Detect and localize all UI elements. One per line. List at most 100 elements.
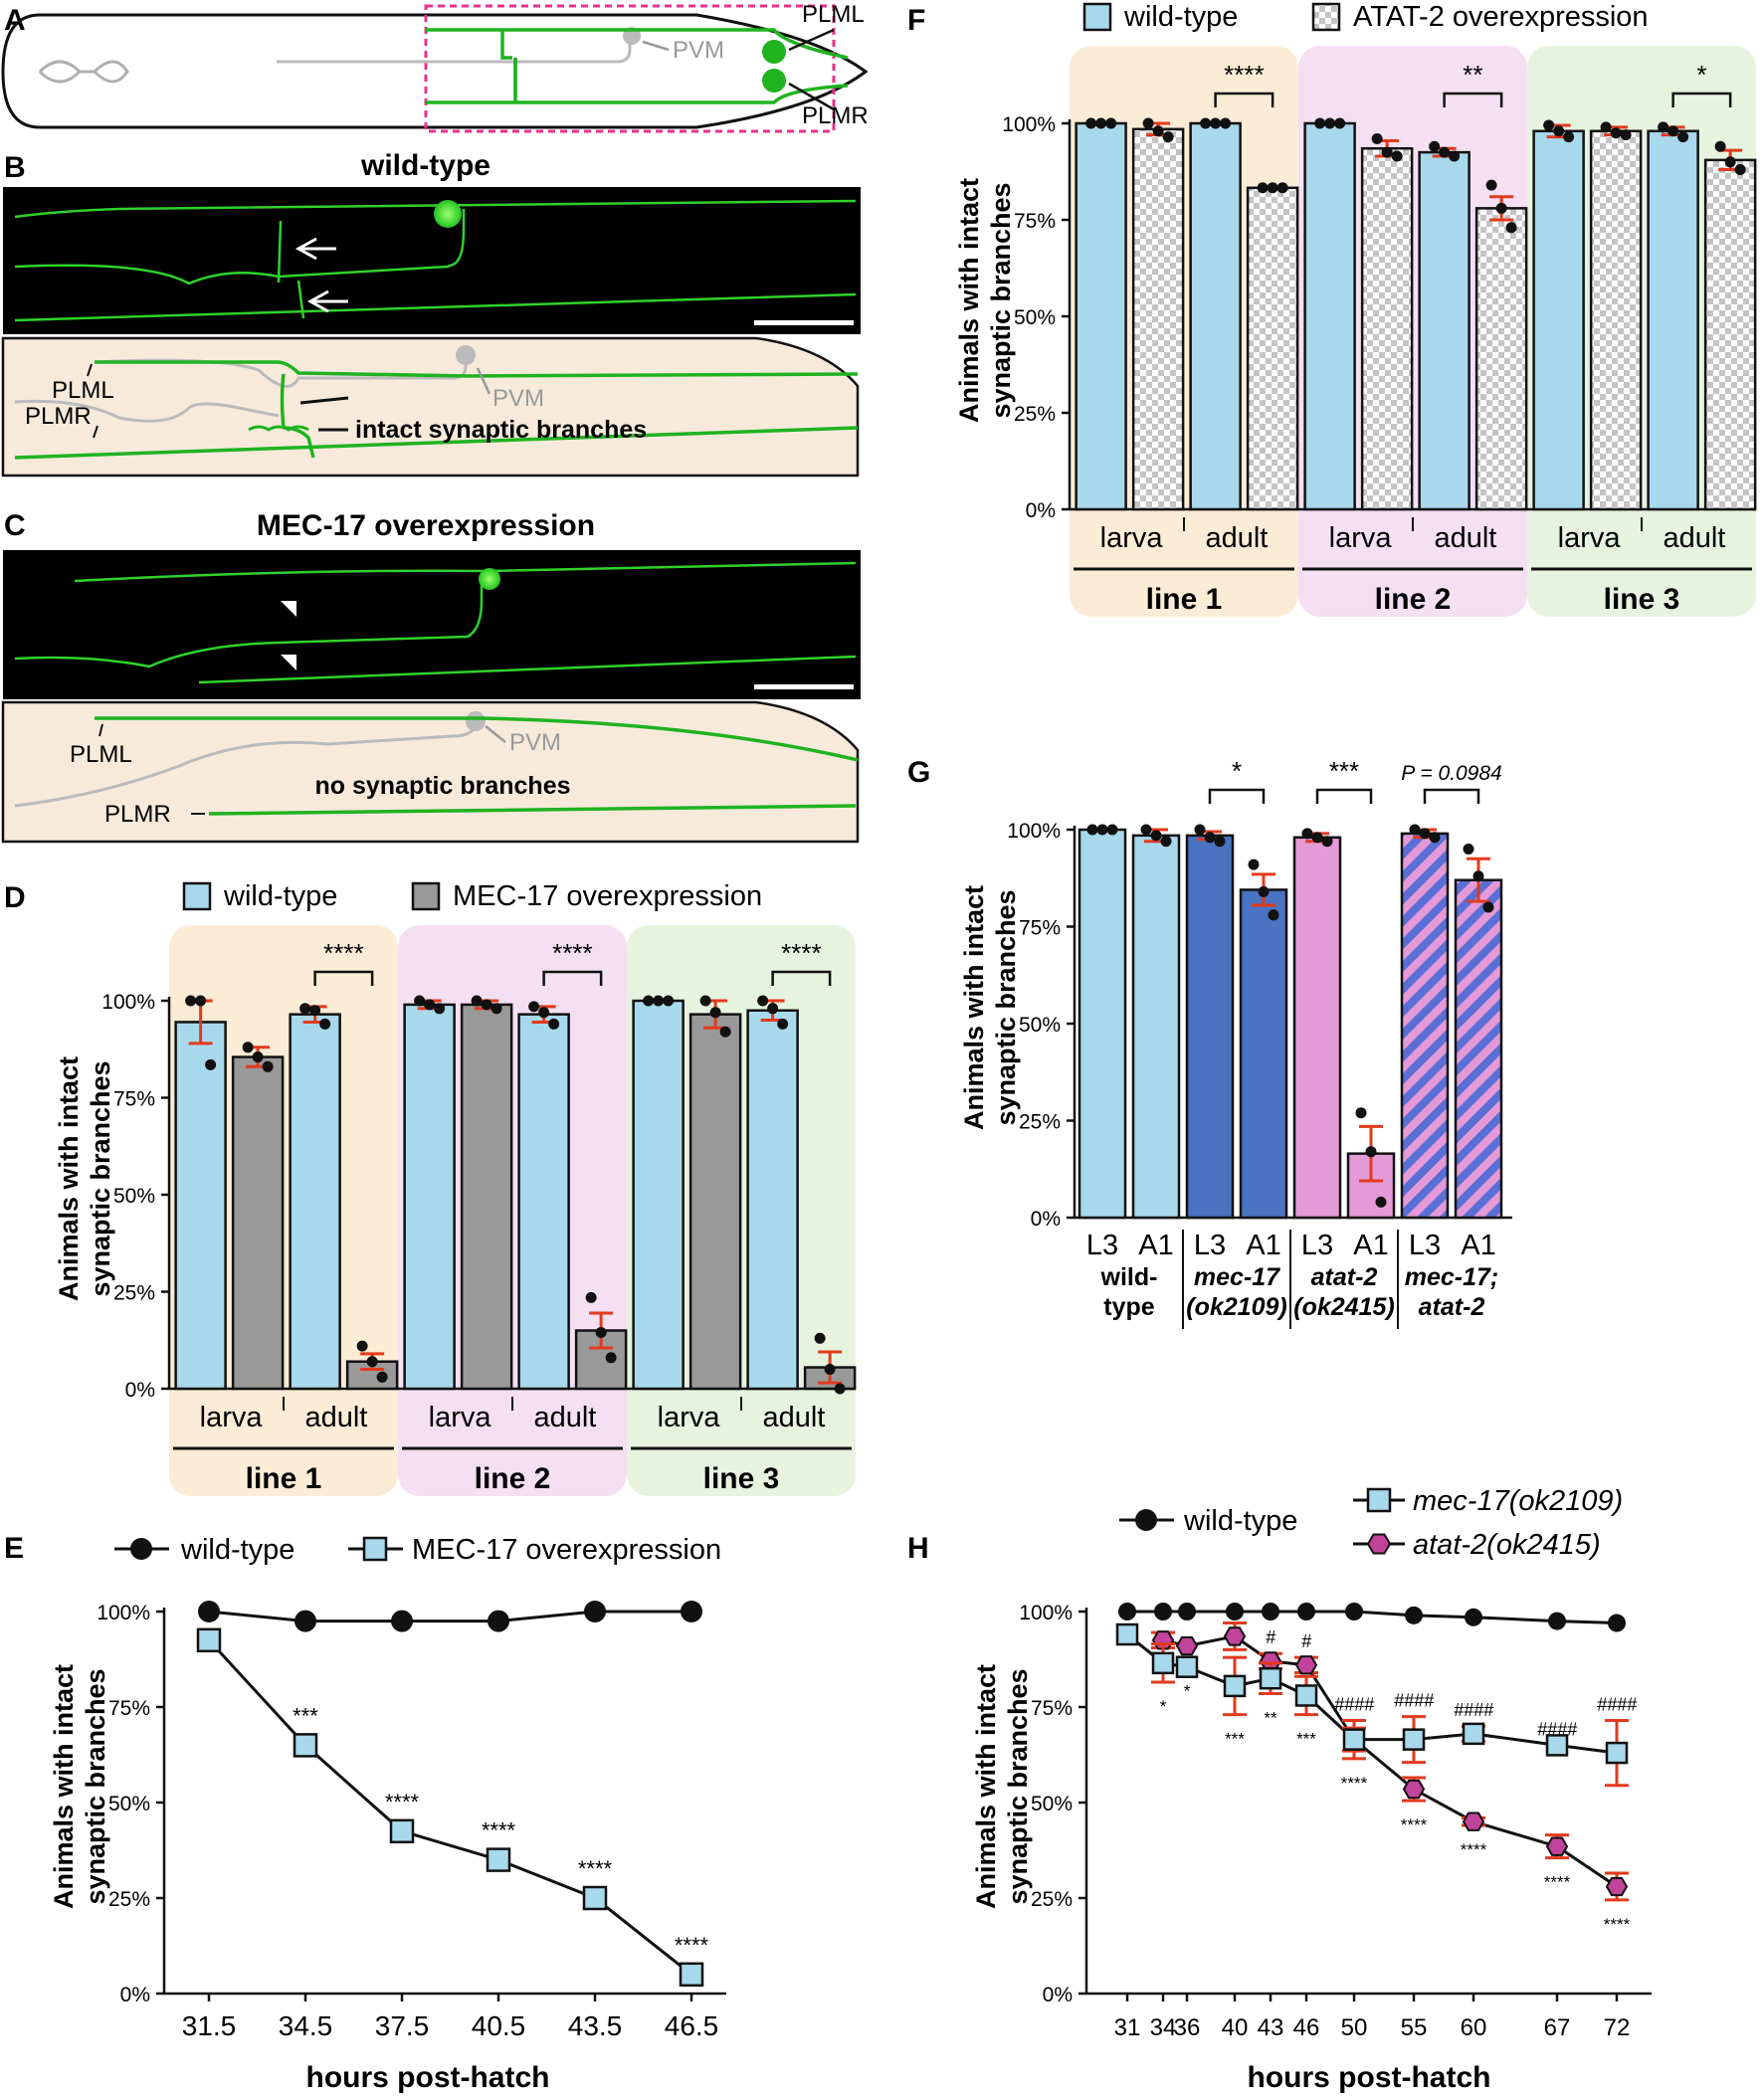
data-point (262, 1060, 274, 1072)
mec17-point (1175, 1655, 1199, 1678)
atat2-point (1223, 1626, 1247, 1646)
chart-g: 0% 25% 50% 75% 100% Animals with intact synapt… (959, 756, 1512, 1329)
b-pvm-label: PVM (492, 385, 544, 412)
panel-c: C MEC-17 overexpression PLML PLMR PVM no… (1, 509, 861, 844)
hash-sig-label: #### (1454, 1700, 1494, 1720)
y-axis-label: Animals with intact (54, 1056, 84, 1301)
sig-label: **** (552, 938, 592, 968)
pvm-label: PVM (673, 37, 724, 64)
data-point (1210, 117, 1222, 129)
data-point (1677, 131, 1689, 143)
data-point (471, 995, 483, 1007)
hash-sig-label: # (1301, 1631, 1312, 1651)
data-point (1258, 885, 1270, 897)
panel-d-letter: D (4, 881, 26, 914)
data-point (538, 1007, 550, 1019)
data-point (528, 1001, 540, 1013)
group-label: line 2 (475, 1462, 551, 1495)
data-point (1724, 156, 1736, 168)
data-point (1257, 182, 1269, 194)
data-point (185, 995, 197, 1007)
y-tick-label: 75% (1019, 917, 1061, 940)
wild-type-point (1118, 1603, 1136, 1620)
stage-label: adult (533, 1402, 596, 1433)
data-point (699, 995, 711, 1007)
legend-marker (130, 1538, 152, 1560)
y-axis-label: Animals with intact (959, 885, 989, 1130)
group-label: line 3 (1604, 583, 1680, 616)
data-point (1204, 832, 1216, 844)
y-tick-label: 50% (1014, 306, 1056, 329)
sig-label: **** (323, 938, 363, 968)
wild-type-point (1405, 1606, 1423, 1624)
wild-type-point (488, 1610, 509, 1632)
genotype-label: type (1103, 1293, 1155, 1321)
data-point (1439, 146, 1451, 158)
data-point (824, 1364, 836, 1375)
wild-type-point (391, 1610, 413, 1632)
legend-marker (1366, 1533, 1392, 1555)
x-tick-label: 31 (1114, 2014, 1141, 2041)
y-tick-label: 50% (1019, 1014, 1061, 1037)
mec17-point (1115, 1622, 1139, 1646)
sig-bracket (1208, 788, 1266, 804)
data-point (1321, 836, 1333, 848)
mec17-point (679, 1962, 704, 1988)
legend-label: ATAT-2 overexpression (1353, 1, 1649, 33)
hash-sig-label: #### (1537, 1719, 1578, 1739)
genotype-label: wild- (1100, 1263, 1158, 1291)
data-point (1429, 832, 1441, 844)
data-point (1200, 117, 1212, 129)
wild-type-point (681, 1601, 702, 1622)
mec17-point (1259, 1666, 1282, 1690)
atat2-sig-label: **** (1604, 1915, 1631, 1934)
legend-swatch (182, 881, 212, 911)
data-point (709, 1007, 721, 1019)
x-tick-label: 34 (1150, 2014, 1177, 2041)
data-point (1472, 870, 1484, 882)
chart-h: 0% 25% 50% 75% 100% Animals with intact synapt… (971, 1485, 1652, 2094)
atat2-point (1545, 1836, 1569, 1856)
data-point (319, 1018, 331, 1030)
data-point (1449, 150, 1461, 162)
bar (1185, 834, 1235, 1220)
mec17-point (1342, 1728, 1366, 1751)
y-tick-label: 75% (1031, 1697, 1073, 1720)
bar (1131, 127, 1185, 511)
data-point (309, 1005, 321, 1017)
bar (1189, 121, 1242, 511)
bar (746, 1009, 799, 1391)
stage-label: adult (1205, 522, 1268, 554)
data-point (376, 1371, 388, 1383)
wild-type-point (1297, 1603, 1315, 1620)
data-point (757, 995, 769, 1007)
sig-label: *** (293, 1703, 318, 1728)
y-tick-label: 100% (97, 1602, 150, 1624)
wild-type-point (1465, 1608, 1482, 1626)
x-tick-label: 37.5 (375, 2010, 430, 2041)
y-tick-label: 0% (120, 1984, 150, 2006)
panel-b-title: wild-type (360, 149, 490, 182)
zoom-box (424, 4, 836, 133)
data-point (1267, 182, 1278, 194)
hash-sig-label: #### (1394, 1691, 1435, 1711)
bar (1532, 129, 1585, 511)
group-label: line 3 (703, 1462, 780, 1495)
genotype-label: (ok2415) (1293, 1293, 1394, 1321)
y-tick-label: 100% (1019, 1602, 1073, 1624)
series-line-atat2 (1162, 1634, 1618, 1888)
chart-e: 0% 25% 50% 75% 100% Animals with intact synapt… (49, 1534, 726, 2094)
data-point (1495, 202, 1507, 214)
y-axis-label: Animals with intact (49, 1664, 79, 1909)
data-point (1106, 824, 1118, 836)
data-point (1140, 824, 1152, 836)
category-label: L3 (1086, 1230, 1118, 1261)
mec17-point (582, 1885, 608, 1911)
stage-label: larva (658, 1402, 721, 1433)
category-label: A1 (1246, 1230, 1280, 1261)
c-pvm-label: PVM (509, 729, 561, 756)
plmr-arrow (788, 82, 835, 111)
data-point (1620, 129, 1632, 141)
mec17-point (1223, 1674, 1247, 1698)
